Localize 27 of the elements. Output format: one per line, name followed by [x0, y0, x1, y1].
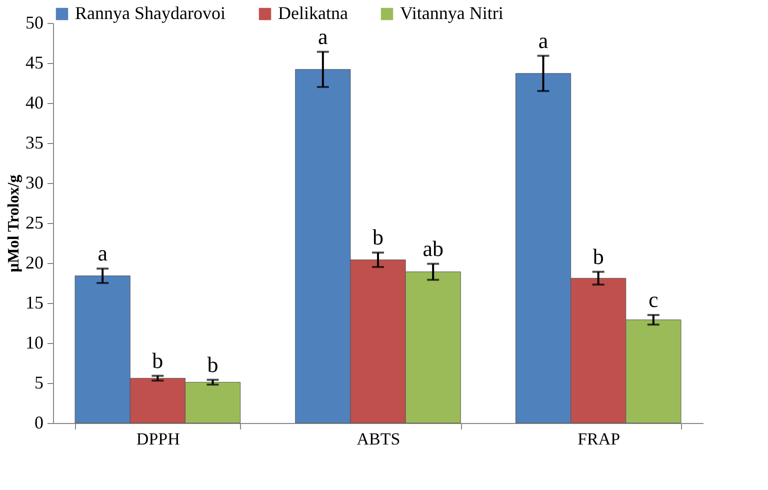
data-label: c — [648, 287, 659, 312]
legend-label: Rannya Shaydarovoi — [75, 3, 226, 23]
legend-label: Delikatna — [278, 3, 348, 23]
y-tick-label: 5 — [34, 372, 44, 392]
y-tick-label: 30 — [26, 172, 44, 192]
data-label: a — [538, 28, 548, 53]
y-tick-label: 15 — [26, 292, 44, 312]
data-label: a — [318, 24, 328, 49]
data-label: ab — [422, 236, 444, 261]
y-tick-label: 0 — [34, 412, 44, 432]
x-tick-label: FRAP — [578, 430, 620, 448]
legend-label: Vitannya Nitri — [400, 3, 504, 23]
y-axis-title: μMol Trolox/g — [6, 174, 22, 272]
y-tick-label: 50 — [26, 12, 44, 32]
y-tick-label: 45 — [26, 52, 44, 72]
y-tick-label: 25 — [26, 212, 44, 232]
x-tick-label: DPPH — [136, 430, 180, 448]
y-tick-label: 10 — [26, 332, 44, 352]
y-tick-label: 40 — [26, 92, 44, 112]
data-label: b — [152, 348, 164, 373]
data-label: b — [207, 352, 218, 377]
data-label: a — [98, 240, 108, 266]
data-label: b — [592, 244, 604, 269]
x-tick-label: ABTS — [356, 430, 400, 448]
data-label: b — [372, 224, 384, 250]
y-tick-label: 35 — [26, 132, 44, 152]
y-tick-label: 20 — [26, 252, 44, 272]
